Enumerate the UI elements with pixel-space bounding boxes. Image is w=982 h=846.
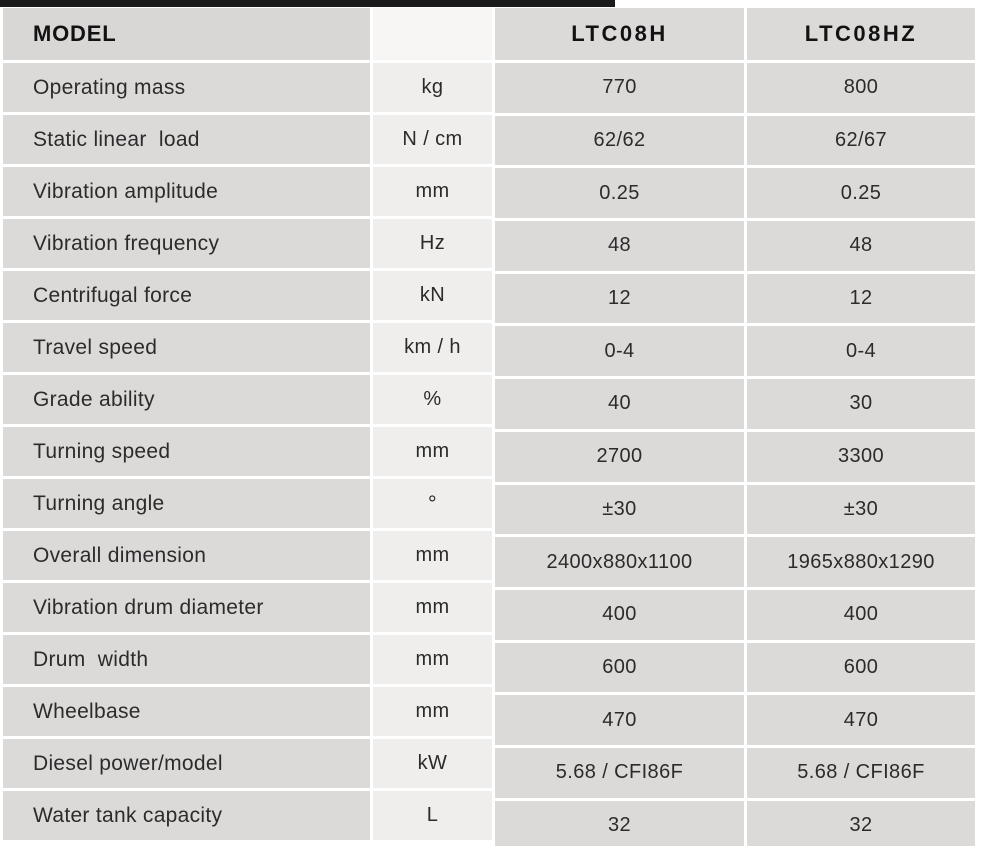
ltc08h-grade-ability: 40: [495, 379, 744, 429]
ltc08hz-drum-width: 600: [747, 642, 975, 693]
ltc08h-drum-width: 600: [495, 642, 744, 693]
ltc08hz-vibration-amplitude: 0.25: [747, 168, 975, 219]
row-label-diesel-power-model: Diesel power/model: [3, 739, 370, 788]
unit-operating-mass: kg: [373, 63, 492, 112]
row-label-static-linear-load: Static linear load: [3, 115, 370, 164]
ltc08h-water-tank-capacity: 32: [495, 800, 744, 846]
ltc08hz-wheelbase: 470: [747, 695, 975, 745]
ltc08hz-grade-ability: 30: [747, 379, 975, 429]
row-label-drum-width: Drum width: [3, 635, 370, 684]
row-label-centrifugal-force: Centrifugal force: [3, 271, 370, 320]
spec-table: MODEL Operating mass Static linear load …: [3, 8, 975, 846]
ltc08hz-turning-angle: ±30: [747, 484, 975, 535]
ltc08h-static-linear-load: 62/62: [495, 115, 744, 166]
ltc08h-travel-speed: 0-4: [495, 326, 744, 377]
ltc08hz-travel-speed: 0-4: [747, 326, 975, 377]
unit-turning-angle: °: [373, 479, 492, 528]
ltc08h-column: LTC08H 770 62/62 0.25 48 12 0-4 40 2700 …: [495, 8, 744, 846]
row-label-vibration-amplitude: Vibration amplitude: [3, 167, 370, 216]
row-label-wheelbase: Wheelbase: [3, 687, 370, 736]
row-label-travel-speed: Travel speed: [3, 323, 370, 372]
ltc08h-vibration-amplitude: 0.25: [495, 168, 744, 219]
unit-grade-ability: %: [373, 375, 492, 424]
ltc08hz-operating-mass: 800: [747, 63, 975, 113]
ltc08hz-header: LTC08HZ: [747, 8, 975, 60]
unit-travel-speed: km / h: [373, 323, 492, 372]
ltc08hz-vibration-frequency: 48: [747, 221, 975, 271]
ltc08hz-diesel-power-model: 5.68 / CFI86F: [747, 747, 975, 798]
label-column: MODEL Operating mass Static linear load …: [3, 8, 370, 840]
ltc08h-diesel-power-model: 5.68 / CFI86F: [495, 747, 744, 798]
ltc08hz-water-tank-capacity: 32: [747, 800, 975, 846]
ltc08h-wheelbase: 470: [495, 695, 744, 745]
row-label-water-tank-capacity: Water tank capacity: [3, 791, 370, 840]
ltc08h-vibration-drum-diameter: 400: [495, 589, 744, 640]
ltc08hz-overall-dimension: 1965x880x1290: [747, 537, 975, 587]
unit-diesel-power-model: kW: [373, 739, 492, 788]
ltc08hz-centrifugal-force: 12: [747, 273, 975, 324]
row-label-overall-dimension: Overall dimension: [3, 531, 370, 580]
unit-vibration-drum-diameter: mm: [373, 583, 492, 632]
ltc08h-header: LTC08H: [495, 8, 744, 60]
ltc08hz-vibration-drum-diameter: 400: [747, 589, 975, 640]
ltc08hz-column: LTC08HZ 800 62/67 0.25 48 12 0-4 30 3300…: [747, 8, 975, 846]
unit-header-blank: [373, 8, 492, 60]
unit-water-tank-capacity: L: [373, 791, 492, 840]
unit-vibration-amplitude: mm: [373, 167, 492, 216]
unit-column: kg N / cm mm Hz kN km / h % mm ° mm mm m…: [373, 8, 492, 840]
ltc08h-vibration-frequency: 48: [495, 221, 744, 271]
ltc08h-operating-mass: 770: [495, 63, 744, 113]
unit-turning-speed: mm: [373, 427, 492, 476]
ltc08h-centrifugal-force: 12: [495, 273, 744, 324]
ltc08h-turning-speed: 2700: [495, 431, 744, 482]
row-label-vibration-drum-diameter: Vibration drum diameter: [3, 583, 370, 632]
row-label-turning-speed: Turning speed: [3, 427, 370, 476]
row-label-grade-ability: Grade ability: [3, 375, 370, 424]
ltc08h-turning-angle: ±30: [495, 484, 744, 535]
unit-overall-dimension: mm: [373, 531, 492, 580]
top-divider-bar: [0, 0, 615, 7]
unit-vibration-frequency: Hz: [373, 219, 492, 268]
row-label-operating-mass: Operating mass: [3, 63, 370, 112]
row-label-turning-angle: Turning angle: [3, 479, 370, 528]
model-header: MODEL: [3, 8, 370, 60]
unit-wheelbase: mm: [373, 687, 492, 736]
ltc08hz-turning-speed: 3300: [747, 431, 975, 482]
ltc08hz-static-linear-load: 62/67: [747, 115, 975, 166]
ltc08h-overall-dimension: 2400x880x1100: [495, 537, 744, 587]
unit-drum-width: mm: [373, 635, 492, 684]
unit-static-linear-load: N / cm: [373, 115, 492, 164]
row-label-vibration-frequency: Vibration frequency: [3, 219, 370, 268]
unit-centrifugal-force: kN: [373, 271, 492, 320]
